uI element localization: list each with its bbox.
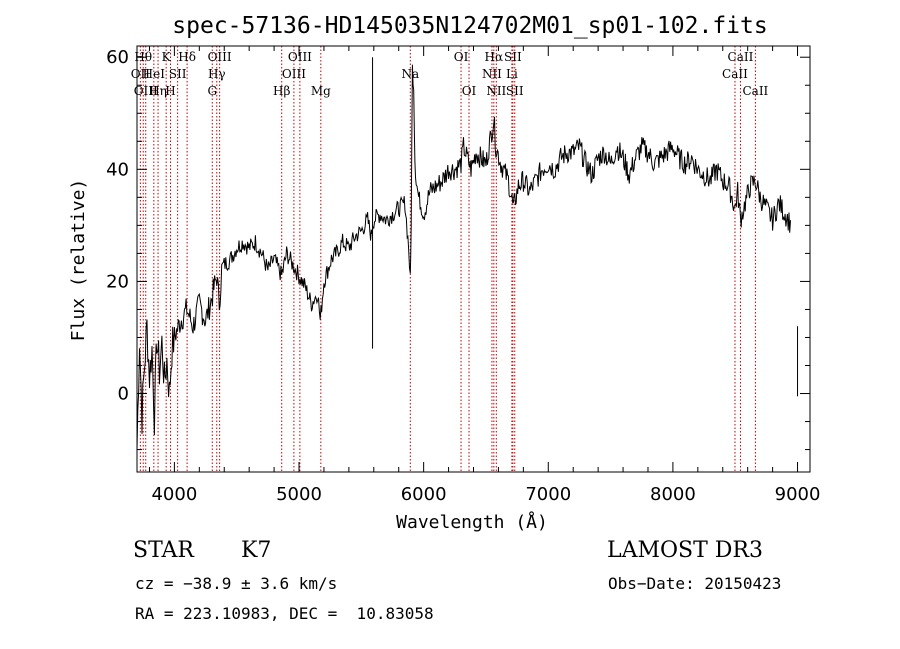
spectrum-series [136, 57, 799, 451]
y-tick-label: 0 [118, 384, 129, 405]
x-tick-label: 8000 [650, 484, 696, 505]
line-label-10: Hγ [208, 67, 226, 81]
line-label-14: OIII [288, 50, 312, 64]
line-label-6: H [165, 84, 175, 98]
line-label-27: CaII [742, 84, 768, 98]
y-tick-label: 20 [106, 271, 129, 292]
y-tick-label: 40 [106, 159, 129, 180]
line-label-2: OIII [134, 84, 158, 98]
line-label-20: Hα [485, 50, 504, 64]
line-label-7: SII [169, 67, 187, 81]
axis-tick-labels: 4000 5000 6000 7000 8000 9000 0 20 40 60 [106, 47, 820, 505]
emission-line-markers [139, 46, 756, 472]
line-label-26: CaII [728, 50, 754, 64]
y-tick-label: 60 [106, 47, 129, 68]
ra-dec-coordinates: RA = 223.10983, DEC = 10.83058 [135, 604, 434, 623]
line-label-16: Na [401, 67, 419, 81]
line-label-17: OI [454, 50, 469, 64]
emission-line-labels: OIIHθOIIIHeIHηKHSIIHδGHγOIIIHβOIIIOIIIMg… [131, 50, 769, 98]
line-label-5: K [162, 50, 172, 64]
line-label-13: OIII [282, 67, 306, 81]
line-label-12: Hβ [273, 84, 290, 98]
plot-frame [136, 45, 811, 473]
survey-name: LAMOST DR3 [607, 538, 763, 563]
line-label-15: Mg [311, 84, 331, 98]
axis-ticks [137, 46, 810, 472]
chart-title: spec-57136-HD145035N124702M01_sp01-102.f… [172, 13, 767, 39]
line-label-21: NII [486, 84, 506, 98]
x-tick-label: 5000 [276, 484, 322, 505]
spectrum-line [136, 64, 791, 451]
line-label-11: OIII [208, 50, 232, 64]
x-tick-label: 4000 [151, 484, 197, 505]
line-label-9: G [207, 84, 217, 98]
line-label-0: OII [131, 67, 151, 81]
line-label-4: Hη [149, 84, 167, 98]
observation-date: Obs−Date: 20150423 [608, 574, 782, 593]
x-tick-label: 9000 [775, 484, 821, 505]
line-label-18: OI [462, 84, 477, 98]
line-label-8: Hδ [178, 50, 196, 64]
line-label-19: NII [482, 67, 502, 81]
redshift-velocity: cz = −38.9 ± 3.6 km/s [135, 574, 338, 593]
line-label-23: SII [504, 50, 522, 64]
x-tick-label: 7000 [525, 484, 571, 505]
line-label-24: SII [506, 84, 524, 98]
object-class: STAR [133, 538, 194, 563]
line-label-25: CaII [722, 67, 748, 81]
x-axis-label: Wavelength (Å) [396, 511, 548, 533]
line-label-22: Li [506, 67, 518, 81]
y-axis-label: Flux (relative) [68, 179, 89, 342]
object-subclass: K7 [241, 538, 272, 563]
line-label-3: HeI [143, 67, 166, 81]
x-tick-label: 6000 [401, 484, 447, 505]
